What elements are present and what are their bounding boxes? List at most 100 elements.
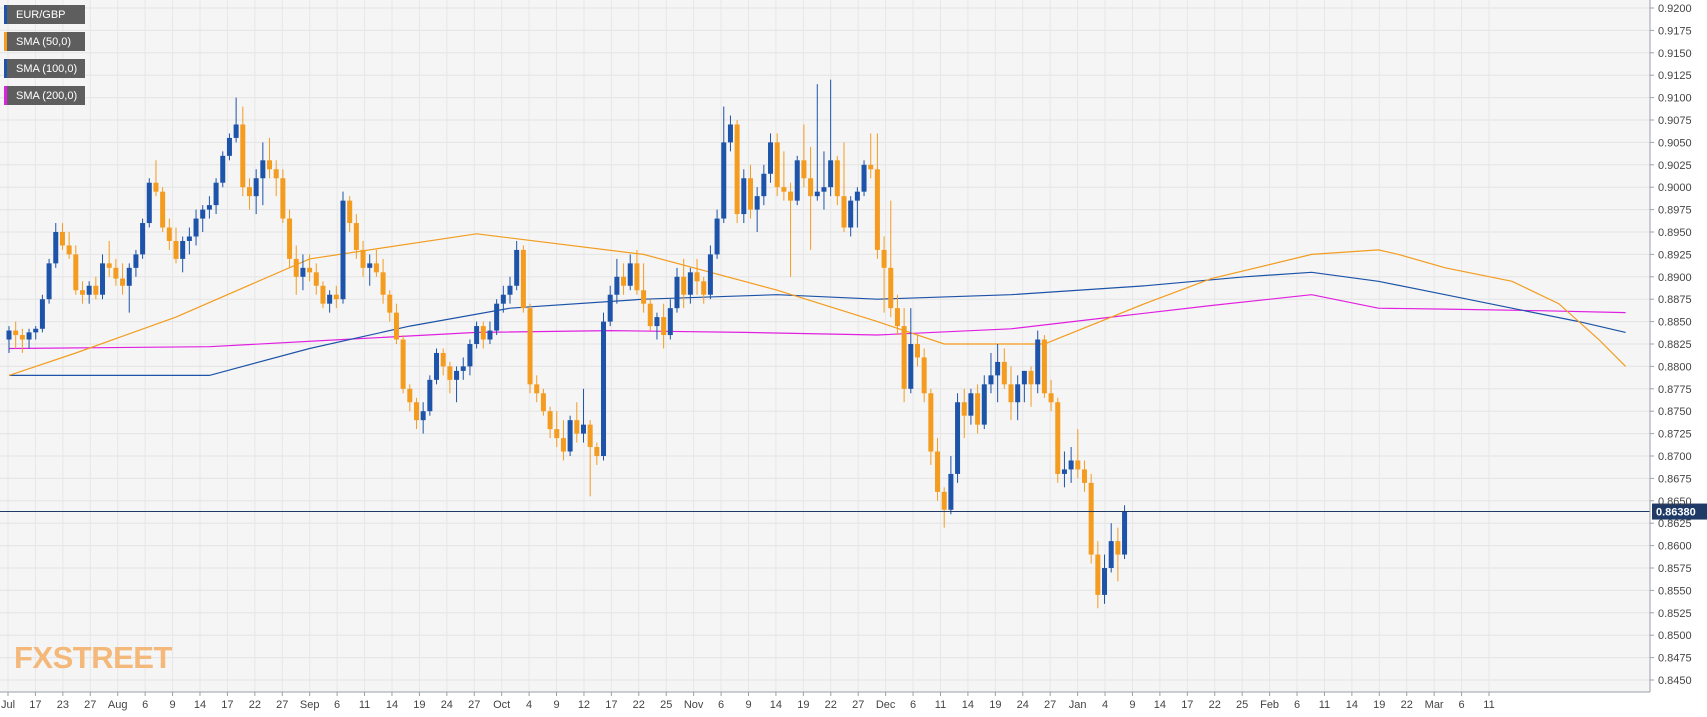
legend: EUR/GBP SMA (50,0) SMA (100,0) SMA (200,0) <box>4 5 86 113</box>
bearish-candle <box>120 263 126 295</box>
bullish-candle <box>514 240 520 291</box>
bullish-candle <box>968 388 974 425</box>
bearish-candle <box>781 151 787 201</box>
bullish-candle <box>260 142 266 206</box>
y-tick-label: 0.9175 <box>1658 25 1692 37</box>
candle-body <box>560 438 566 452</box>
bullish-candle <box>460 357 466 380</box>
bullish-candle <box>707 245 713 300</box>
bullish-candle <box>500 285 506 313</box>
candle-body <box>1015 384 1021 403</box>
candle-body <box>955 402 961 474</box>
candle-body <box>1122 511 1128 555</box>
sma100-line <box>9 271 1626 376</box>
candle-body <box>808 178 814 197</box>
bearish-candle <box>246 178 252 210</box>
candle-body <box>821 187 827 192</box>
x-tick-label: 6 <box>910 699 916 711</box>
candle-body <box>721 142 727 219</box>
bullish-candle <box>220 151 226 188</box>
bearish-candle <box>574 402 580 443</box>
bullish-candle <box>814 84 820 201</box>
bullish-candle <box>948 456 954 515</box>
bearish-candle <box>373 249 379 277</box>
legend-swatch <box>4 86 7 105</box>
x-axis: Jul 17 23 27 Aug 6 9 14 17 22 27 Sep 6 11 14 19 24 27 Oct 4… <box>0 691 1650 711</box>
x-tick-label: 22 <box>1401 699 1413 711</box>
bullish-candle <box>821 151 827 210</box>
bearish-candle <box>1095 541 1101 609</box>
x-tick-label: 25 <box>660 699 672 711</box>
bullish-candle <box>1061 451 1067 488</box>
bearish-candle <box>353 214 359 259</box>
bearish-candle <box>647 299 653 331</box>
bullish-candle <box>1035 330 1041 394</box>
candle-body <box>534 384 540 394</box>
candle-body <box>1095 554 1101 595</box>
candle-body <box>193 218 199 237</box>
bullish-candle <box>627 254 633 291</box>
bearish-candle <box>360 240 366 277</box>
bearish-candle <box>540 388 546 416</box>
candle-body <box>567 420 573 452</box>
bearish-candle <box>560 420 566 461</box>
x-tick-label: 6 <box>334 699 340 711</box>
candle-body <box>307 267 313 273</box>
candle-body <box>554 429 560 439</box>
candle-body <box>166 227 172 241</box>
bearish-candle <box>841 142 847 232</box>
candle-body <box>106 263 112 268</box>
bullish-candle <box>454 366 460 403</box>
candle-body <box>681 276 687 295</box>
bearish-candle <box>808 146 814 250</box>
bullish-candle <box>1102 554 1108 604</box>
candle-body <box>220 155 226 183</box>
bullish-candle <box>761 164 767 206</box>
candle-body <box>921 357 927 394</box>
candle-body <box>327 294 333 304</box>
candle-body <box>901 326 907 389</box>
candle-body <box>741 178 747 215</box>
bearish-candle <box>961 388 967 439</box>
bullish-candle <box>861 160 867 197</box>
x-tick-label: 9 <box>745 699 751 711</box>
candle-body <box>707 254 713 295</box>
bullish-candle <box>33 326 39 340</box>
bullish-candle <box>714 209 720 259</box>
bearish-candle <box>801 124 807 188</box>
candle-body <box>293 258 299 277</box>
y-tick-label: 0.8550 <box>1658 585 1692 597</box>
y-tick-label: 0.9000 <box>1658 182 1692 194</box>
bullish-candle <box>126 263 132 313</box>
candle-body <box>66 245 72 255</box>
candle-body <box>53 232 59 264</box>
bearish-candle <box>440 348 446 376</box>
candle-body <box>540 393 546 412</box>
x-tick-label: 14 <box>194 699 206 711</box>
candle-body <box>507 285 513 295</box>
x-tick-label: 14 <box>770 699 782 711</box>
y-tick-label: 0.9050 <box>1658 137 1692 149</box>
y-tick-label: 0.8975 <box>1658 205 1692 217</box>
x-tick-label: 14 <box>1346 699 1358 711</box>
bearish-candle <box>888 200 894 318</box>
candle-body <box>347 200 353 224</box>
candle-body <box>1008 384 1014 403</box>
candle-body <box>260 160 266 179</box>
candle-body <box>447 366 453 380</box>
bearish-candle <box>747 164 753 219</box>
candle-body <box>874 169 880 250</box>
x-tick-label: 17 <box>221 699 233 711</box>
candle-body <box>434 352 440 380</box>
x-tick-label: 22 <box>825 699 837 711</box>
y-tick-label: 0.8900 <box>1658 272 1692 284</box>
candle-body <box>120 278 126 286</box>
bearish-candle <box>788 182 794 277</box>
candle-body <box>180 240 186 259</box>
bearish-candle <box>13 321 19 349</box>
y-tick-label: 0.8500 <box>1658 630 1692 642</box>
bearish-candle <box>400 335 406 394</box>
candle-body <box>387 294 393 313</box>
x-tick-label: Feb <box>1260 699 1279 711</box>
